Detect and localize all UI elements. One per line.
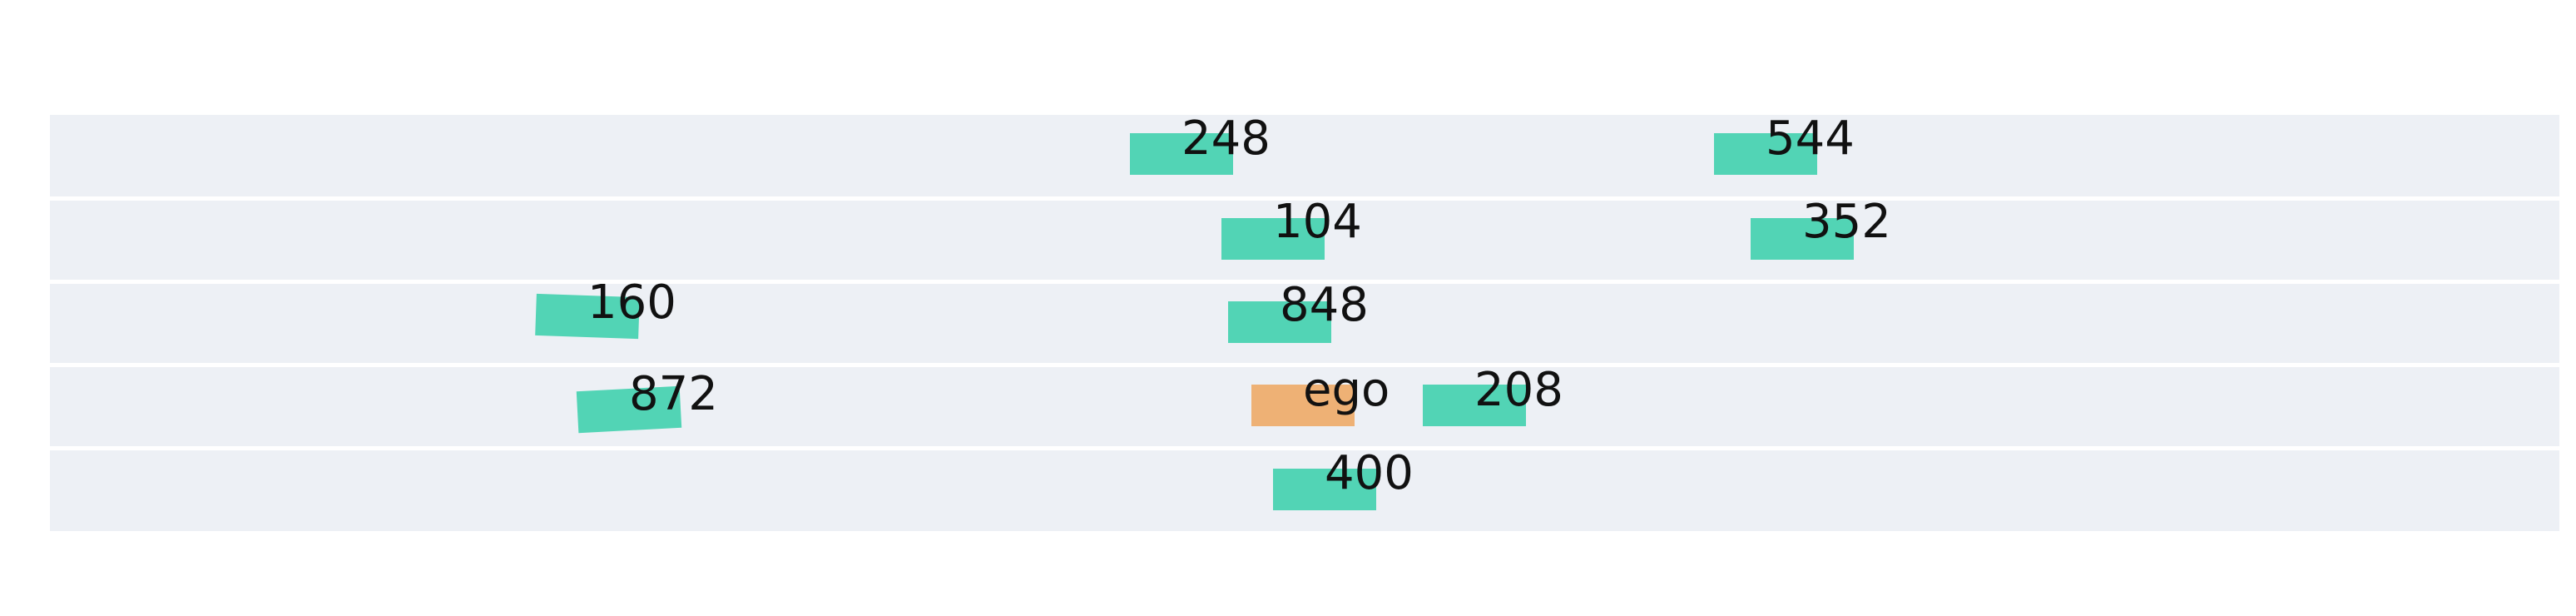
lane-divider <box>50 446 2559 450</box>
vehicle-160: 160 <box>535 276 676 340</box>
vehicle-label: 400 <box>1325 446 1414 500</box>
vehicle-400: 400 <box>1273 446 1414 510</box>
vehicle-box <box>576 385 682 434</box>
vehicle-box <box>1228 301 1331 343</box>
vehicle-label: 160 <box>587 276 676 330</box>
vehicle-label: 352 <box>1802 195 1891 249</box>
ego-vehicle-box <box>1251 385 1355 426</box>
vehicles: 248 544 104 352 160 848 872 ego 208 400 <box>535 112 1891 510</box>
lane-divider <box>50 363 2559 367</box>
vehicle-box <box>1714 133 1817 175</box>
vehicle-box <box>535 293 640 340</box>
lane-1 <box>50 115 2559 198</box>
vehicle-544: 544 <box>1714 112 1855 175</box>
vehicle-872: 872 <box>576 367 718 434</box>
vehicle-label: 248 <box>1181 112 1271 166</box>
vehicle-box <box>1273 469 1376 510</box>
vehicle-label: 104 <box>1273 195 1362 249</box>
vehicle-box <box>1221 218 1325 260</box>
vehicle-label: ego <box>1303 363 1390 417</box>
vehicle-352: 352 <box>1751 195 1891 260</box>
vehicle-label: 872 <box>629 367 718 421</box>
vehicle-label: 208 <box>1474 363 1563 417</box>
vehicle-box <box>1130 133 1233 175</box>
vehicle-box <box>1751 218 1854 260</box>
vehicle-848: 848 <box>1228 278 1369 343</box>
vehicle-208: 208 <box>1423 363 1563 426</box>
lane-divider <box>50 280 2559 284</box>
vehicle-label: 848 <box>1280 278 1369 332</box>
vehicle-box <box>1423 385 1526 426</box>
vehicle-label: 544 <box>1766 112 1855 166</box>
vehicle-104: 104 <box>1221 195 1362 260</box>
lane-divider <box>50 196 2559 201</box>
ego-vehicle: ego <box>1251 363 1390 426</box>
vehicle-248: 248 <box>1130 112 1271 175</box>
lane-dividers <box>50 196 2559 450</box>
